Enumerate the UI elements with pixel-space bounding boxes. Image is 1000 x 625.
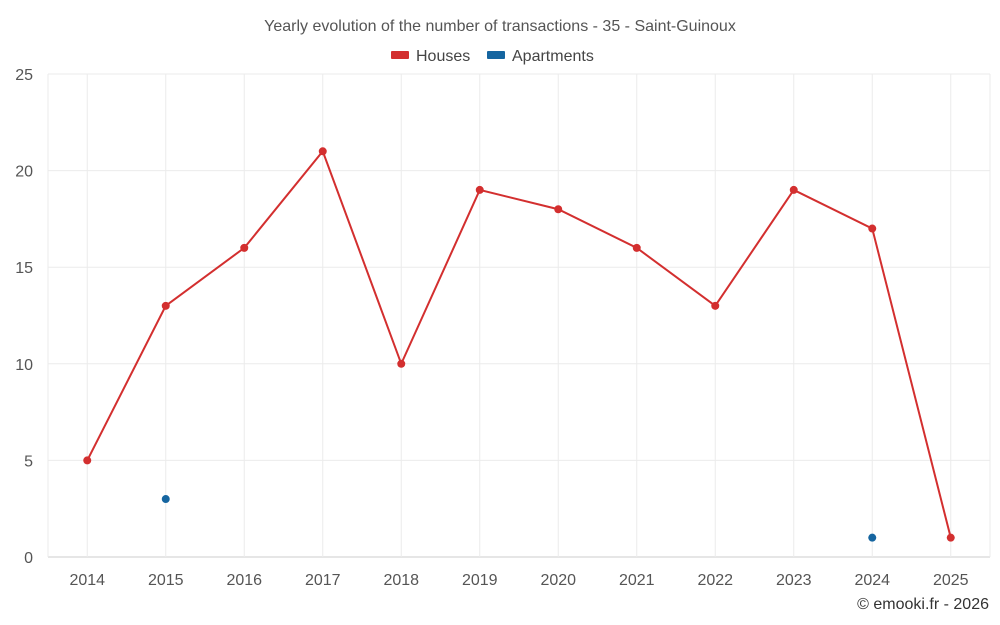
y-axis: 0 5 10 15 20 25 — [15, 67, 33, 567]
x-tick-label: 2023 — [776, 572, 812, 589]
y-tick-label: 20 — [15, 164, 33, 181]
houses-point-2015[interactable] — [161, 301, 170, 310]
houses-point-2019[interactable] — [475, 185, 484, 194]
legend-swatch-apartments — [487, 51, 505, 59]
y-tick-label: 15 — [15, 260, 33, 277]
series-houses — [83, 147, 955, 542]
x-tick-label: 2025 — [933, 572, 969, 589]
x-tick-label: 2024 — [854, 572, 890, 589]
chart-title: Yearly evolution of the number of transa… — [264, 18, 736, 35]
legend-label-apartments: Apartments — [512, 48, 594, 65]
x-tick-label: 2018 — [383, 572, 419, 589]
x-tick-label: 2020 — [540, 572, 576, 589]
houses-point-2021[interactable] — [632, 243, 641, 252]
x-tick-label: 2014 — [69, 572, 105, 589]
houses-line — [86, 149, 952, 538]
legend: Houses Apartments — [391, 48, 594, 65]
x-tick-label: 2019 — [462, 572, 498, 589]
x-tick-label: 2015 — [148, 572, 184, 589]
apartments-point-2015[interactable] — [161, 495, 170, 504]
x-tick-label: 2022 — [697, 572, 733, 589]
houses-point-2016[interactable] — [240, 243, 249, 252]
y-tick-label: 5 — [24, 453, 33, 470]
series-layer — [83, 147, 955, 542]
houses-point-2025[interactable] — [946, 533, 955, 542]
gridlines — [47, 73, 991, 558]
houses-point-2014[interactable] — [83, 456, 92, 465]
houses-point-2022[interactable] — [711, 301, 720, 310]
y-tick-label: 0 — [24, 550, 33, 567]
legend-item-houses[interactable]: Houses — [391, 48, 470, 65]
y-tick-label: 10 — [15, 357, 33, 374]
x-tick-label: 2016 — [226, 572, 262, 589]
series-apartments — [161, 495, 877, 542]
x-axis: 2014 2015 2016 2017 2018 2019 2020 2021 … — [69, 572, 968, 589]
apartments-point-2024[interactable] — [868, 533, 877, 542]
copyright-credit: © emooki.fr - 2026 — [857, 596, 989, 613]
houses-point-2020[interactable] — [554, 205, 563, 214]
houses-point-2017[interactable] — [318, 147, 327, 156]
x-tick-label: 2021 — [619, 572, 655, 589]
houses-point-2023[interactable] — [789, 185, 798, 194]
houses-point-2024[interactable] — [868, 224, 877, 233]
y-tick-label: 25 — [15, 67, 33, 84]
legend-item-apartments[interactable]: Apartments — [487, 48, 594, 65]
houses-point-2018[interactable] — [397, 359, 406, 368]
x-tick-label: 2017 — [305, 572, 341, 589]
legend-swatch-houses — [391, 51, 409, 59]
legend-label-houses: Houses — [416, 48, 470, 65]
